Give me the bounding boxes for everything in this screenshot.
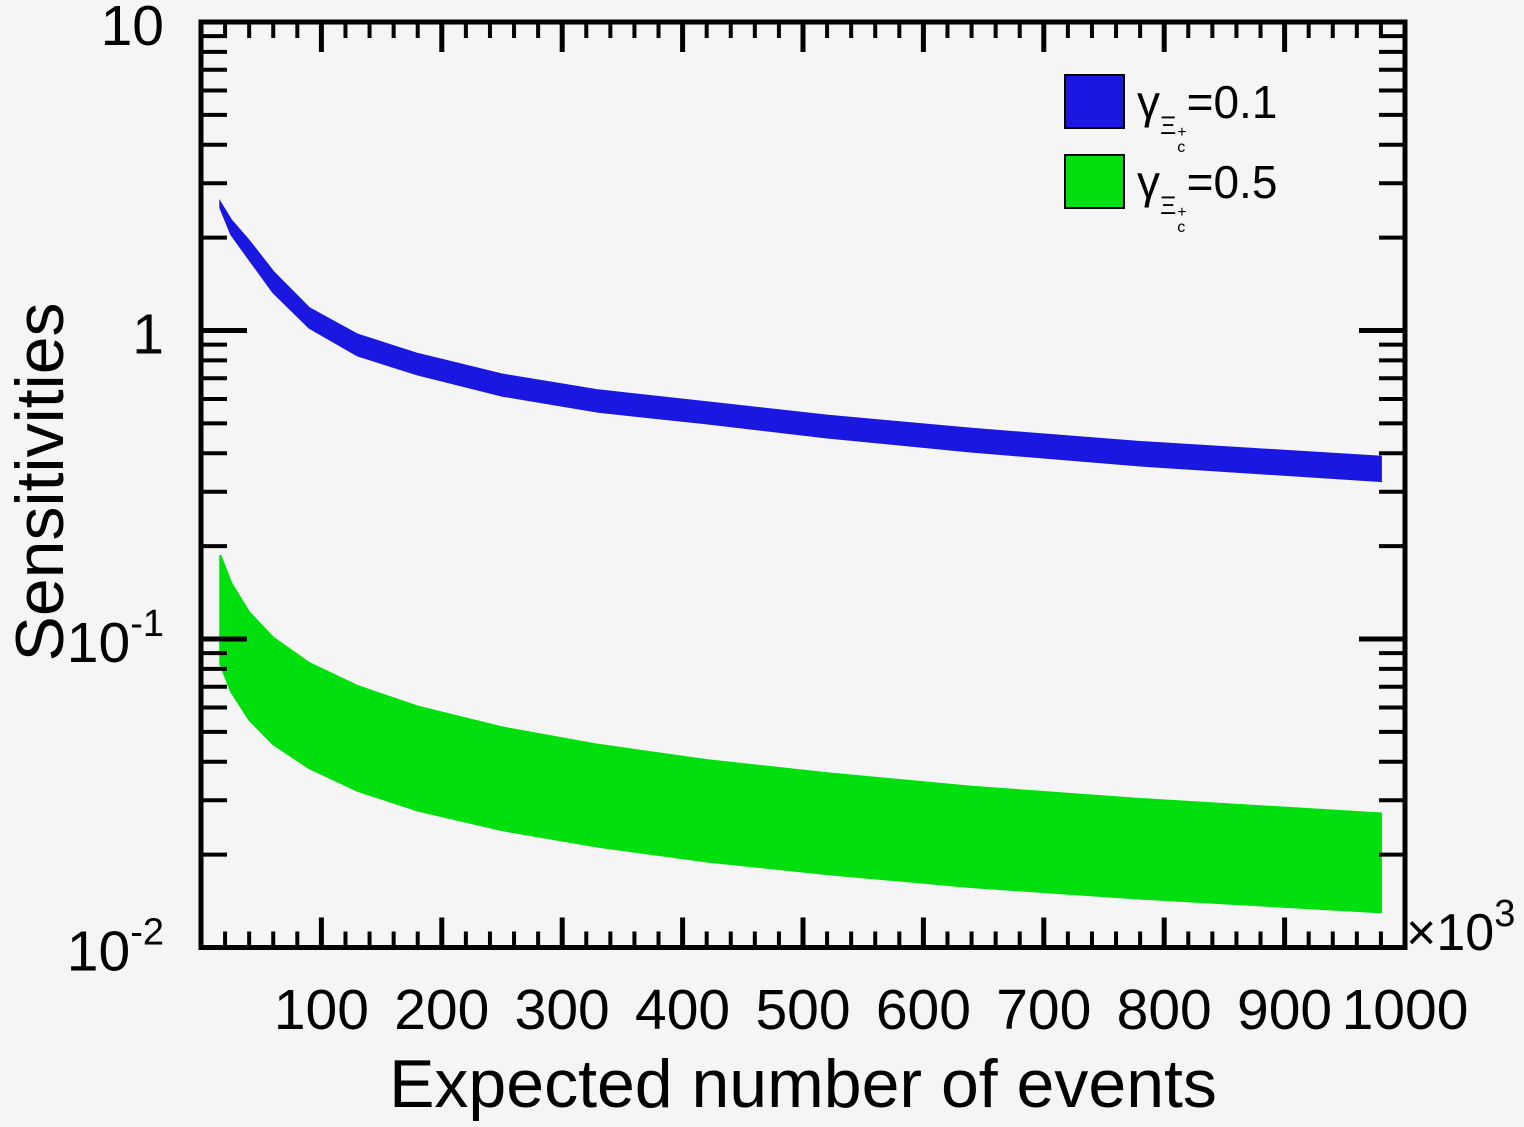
y-tick-label: 10 — [101, 0, 164, 58]
legend-item-gamma-0p5: γΞ + c =0.5 — [1064, 154, 1278, 236]
plus-superscript: + — [1177, 124, 1187, 141]
y-tick-label: 1 — [132, 303, 164, 367]
xi-symbol: Ξ — [1160, 112, 1177, 140]
legend: γΞ + c =0.1 γΞ + c =0.5 — [1064, 74, 1278, 236]
x-tick-label: 700 — [996, 978, 1091, 1042]
plus-superscript: + — [1177, 204, 1187, 221]
plus-c-stack: + c — [1177, 204, 1187, 237]
legend-value: =0.1 — [1186, 76, 1278, 128]
y-axis-title: Sensitivities — [2, 302, 78, 662]
xi-c-plus-subscript: Ξ + c — [1160, 192, 1187, 236]
plus-c-stack: + c — [1177, 124, 1187, 157]
x-tick-label: 300 — [515, 978, 610, 1042]
gamma-symbol: γ — [1137, 156, 1160, 208]
y-tick-label: 10-2 — [67, 912, 164, 984]
legend-label-gamma-0p1: γΞ + c =0.1 — [1137, 76, 1278, 156]
band-gamma-xic-0p1 — [219, 198, 1382, 483]
x-tick-label: 1000 — [1342, 978, 1469, 1042]
gamma-symbol: γ — [1137, 76, 1160, 128]
x-tick-label: 400 — [635, 978, 730, 1042]
legend-swatch-blue — [1064, 74, 1125, 129]
legend-value: =0.5 — [1186, 156, 1278, 208]
c-subscript: c — [1177, 219, 1186, 237]
legend-label-gamma-0p5: γΞ + c =0.5 — [1137, 156, 1278, 236]
legend-swatch-green — [1064, 154, 1125, 209]
c-subscript: c — [1177, 139, 1186, 157]
x-axis-exponent-label: ×103 — [1406, 893, 1515, 962]
xi-c-plus-subscript: Ξ + c — [1160, 112, 1187, 156]
x-tick-label: 900 — [1237, 978, 1332, 1042]
x-tick-label: 100 — [274, 978, 369, 1042]
x-axis-title: Expected number of events — [389, 1046, 1217, 1122]
x-tick-label: 500 — [755, 978, 850, 1042]
y-tick-label: 10-1 — [67, 603, 164, 675]
x-tick-label: 600 — [876, 978, 971, 1042]
legend-item-gamma-0p1: γΞ + c =0.1 — [1064, 74, 1278, 156]
x-tick-label: 200 — [394, 978, 489, 1042]
x-tick-label: 800 — [1117, 978, 1212, 1042]
xi-symbol: Ξ — [1160, 192, 1177, 220]
band-gamma-xic-0p5 — [219, 554, 1382, 914]
